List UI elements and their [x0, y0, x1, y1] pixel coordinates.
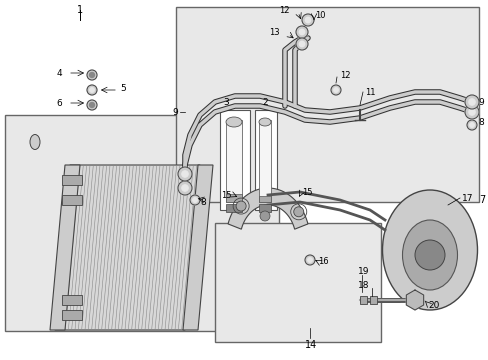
Circle shape — [178, 167, 192, 181]
Bar — [359, 296, 366, 304]
Circle shape — [192, 198, 197, 202]
Circle shape — [466, 120, 476, 130]
Text: 16: 16 — [317, 257, 328, 266]
Bar — [259, 196, 270, 202]
Text: 10: 10 — [314, 10, 325, 19]
Ellipse shape — [30, 135, 40, 149]
Circle shape — [260, 211, 269, 221]
Polygon shape — [227, 188, 307, 229]
Ellipse shape — [382, 190, 476, 310]
Bar — [225, 204, 242, 212]
Polygon shape — [55, 165, 200, 330]
Text: 14: 14 — [305, 340, 317, 350]
Bar — [62, 195, 82, 205]
Circle shape — [295, 26, 307, 38]
Ellipse shape — [402, 220, 457, 290]
Bar — [225, 120, 242, 202]
Circle shape — [182, 171, 188, 177]
Circle shape — [182, 185, 188, 191]
Text: 1: 1 — [77, 5, 83, 15]
Bar — [225, 194, 242, 202]
Bar — [62, 310, 82, 320]
Circle shape — [295, 38, 307, 50]
Text: 9: 9 — [477, 98, 483, 107]
Bar — [5, 115, 278, 331]
Text: 15: 15 — [302, 188, 312, 197]
Text: 5: 5 — [120, 84, 125, 93]
Ellipse shape — [259, 118, 270, 126]
Circle shape — [468, 109, 474, 115]
Text: 2: 2 — [262, 98, 267, 107]
Text: 19: 19 — [357, 267, 369, 276]
Circle shape — [299, 29, 304, 35]
Circle shape — [89, 72, 94, 77]
Bar — [259, 204, 270, 212]
Text: 8: 8 — [200, 198, 205, 207]
Circle shape — [90, 88, 94, 92]
Bar — [259, 120, 270, 202]
Circle shape — [302, 14, 313, 26]
Polygon shape — [183, 165, 213, 330]
Bar — [369, 296, 376, 304]
Bar — [254, 110, 276, 210]
Text: 18: 18 — [357, 282, 369, 291]
Polygon shape — [406, 290, 423, 310]
Circle shape — [307, 258, 312, 262]
Circle shape — [464, 95, 478, 109]
Circle shape — [87, 70, 97, 80]
Text: 4: 4 — [56, 68, 62, 77]
Text: 13: 13 — [269, 27, 280, 36]
Circle shape — [293, 207, 303, 217]
Circle shape — [333, 88, 338, 92]
Text: 3: 3 — [223, 98, 228, 107]
Text: 17: 17 — [461, 194, 472, 202]
Text: 11: 11 — [364, 87, 375, 96]
Text: 15: 15 — [221, 190, 231, 199]
Circle shape — [464, 105, 478, 119]
Text: 12: 12 — [339, 71, 350, 80]
Circle shape — [87, 85, 97, 95]
Text: 7: 7 — [478, 195, 484, 205]
Circle shape — [469, 123, 473, 127]
Bar — [215, 223, 381, 342]
Circle shape — [305, 17, 310, 23]
Circle shape — [468, 99, 474, 105]
Circle shape — [330, 85, 340, 95]
Circle shape — [190, 195, 200, 205]
Circle shape — [236, 201, 245, 211]
Circle shape — [305, 255, 314, 265]
Ellipse shape — [225, 117, 242, 127]
Polygon shape — [50, 165, 80, 330]
Bar — [62, 175, 82, 185]
Bar — [176, 7, 478, 202]
Bar — [62, 295, 82, 305]
Circle shape — [87, 100, 97, 110]
Circle shape — [89, 103, 94, 108]
Circle shape — [299, 41, 304, 47]
Text: 20: 20 — [427, 301, 439, 310]
Circle shape — [178, 181, 192, 195]
Text: 9: 9 — [172, 108, 178, 117]
Text: 12: 12 — [279, 5, 289, 14]
Bar — [220, 110, 249, 210]
Circle shape — [414, 240, 444, 270]
Text: 6: 6 — [56, 99, 62, 108]
Text: 8: 8 — [477, 117, 483, 126]
